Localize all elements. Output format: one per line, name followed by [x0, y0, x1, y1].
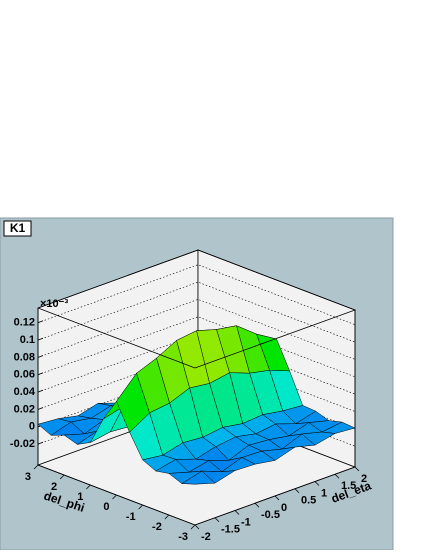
grid-line — [37, 299, 356, 360]
y-tick — [334, 473, 340, 479]
z-tick-label: 0.04 — [14, 386, 36, 398]
y-tick-label: -1.5 — [221, 524, 240, 536]
title-box — [3, 220, 32, 237]
x-tick — [190, 524, 196, 530]
x-tick-label: 0 — [103, 501, 109, 513]
z-tick — [37, 441, 44, 445]
y-tick — [194, 524, 200, 530]
z-exponent: ×10⁻³ — [40, 298, 68, 310]
x-tick — [33, 464, 39, 470]
x-tick-label: 3 — [25, 471, 31, 483]
y-tick-label: -1 — [241, 516, 251, 528]
y-tick — [354, 466, 360, 472]
x-tick-label: -3 — [178, 531, 188, 543]
z-tick — [37, 389, 44, 393]
x-tick — [86, 484, 91, 490]
z-tick — [37, 355, 44, 358]
y-tick — [314, 481, 320, 486]
grid-line — [37, 316, 356, 378]
grid-line — [37, 264, 356, 325]
z-tick — [37, 372, 44, 376]
z-tick-label: 0.08 — [14, 351, 35, 363]
y-tick-label: 2 — [361, 473, 367, 485]
z-tick-label: 0.12 — [14, 317, 35, 329]
x-tick — [112, 494, 117, 500]
x-tick-label: -2 — [152, 521, 162, 533]
y-tick — [294, 488, 300, 494]
y-tick — [254, 502, 260, 508]
x-tick — [164, 514, 170, 520]
z-tick-label: -0.02 — [10, 438, 35, 450]
z-tick — [37, 320, 44, 324]
y-tick-label: 0 — [281, 502, 287, 514]
y-tick — [274, 495, 280, 501]
z-tick-label: 0.02 — [14, 403, 35, 415]
y-tick-label: 1.5 — [341, 480, 356, 492]
grid-line — [37, 333, 356, 395]
z-tick-label: 0.1 — [20, 334, 35, 346]
y-tick-label: 1 — [321, 487, 327, 499]
grid-line — [37, 281, 356, 343]
z-tick-label: 0.06 — [14, 369, 35, 381]
y-tick-label: 0.5 — [301, 495, 316, 507]
x-tick — [138, 504, 143, 510]
surface-cell — [181, 470, 216, 485]
y-tick — [214, 517, 220, 523]
x-tick-label: 2 — [51, 481, 57, 493]
x-tick-label: -1 — [126, 511, 136, 523]
y-tick-label: -2 — [201, 531, 211, 543]
x-tick — [59, 474, 65, 480]
y-tick-label: -0.5 — [261, 509, 280, 521]
y-tick — [234, 510, 240, 515]
grid-line — [37, 351, 356, 412]
z-tick-label: 0 — [29, 421, 35, 433]
z-tick — [37, 407, 44, 410]
chart-title: K1 — [10, 221, 26, 235]
x-tick-label: 1 — [77, 491, 83, 503]
z-tick — [37, 337, 44, 341]
